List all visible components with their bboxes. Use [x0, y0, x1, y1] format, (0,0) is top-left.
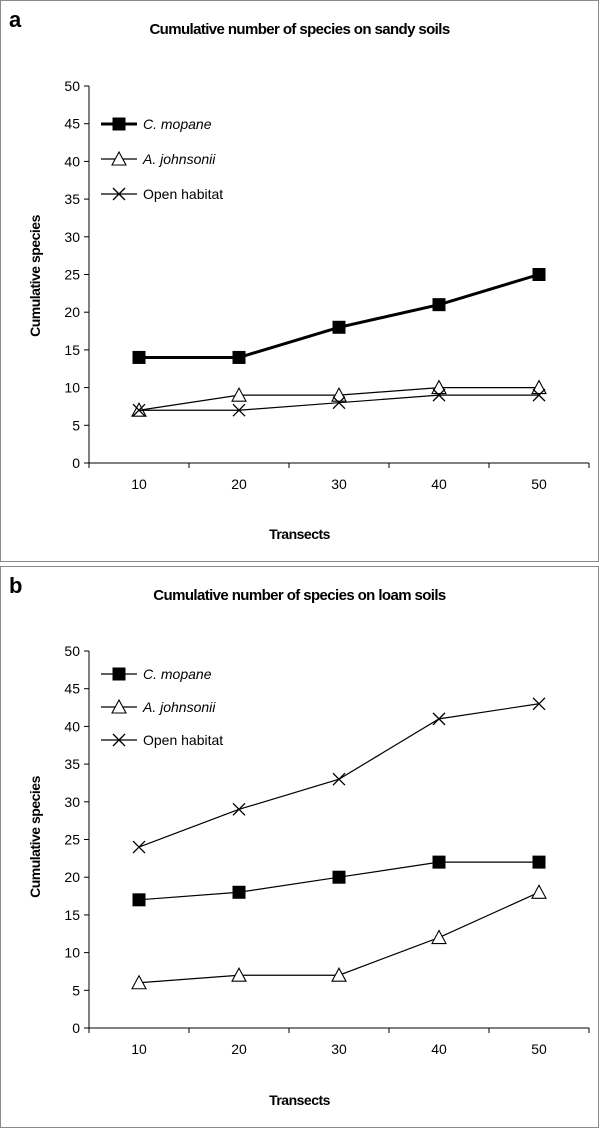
x-tick-label: 20: [231, 476, 247, 492]
legend-label: A. johnsonii: [142, 699, 216, 715]
y-tick-label: 50: [64, 643, 80, 659]
series-line: [139, 273, 540, 359]
data-point: [331, 386, 347, 402]
y-tick-label: 45: [64, 116, 80, 132]
data-point: [331, 967, 347, 982]
y-tick-label: 40: [64, 153, 80, 169]
y-tick-label: 30: [64, 794, 80, 810]
data-point: [532, 697, 546, 711]
data-point: [231, 386, 247, 402]
data-point: [431, 929, 447, 945]
legend-label: Open habitat: [143, 186, 223, 202]
y-tick-label: 5: [72, 982, 80, 998]
data-point: [432, 388, 446, 402]
legend-label: C. mopane: [143, 116, 212, 132]
data-point: [532, 388, 546, 402]
y-tick-label: 15: [64, 907, 80, 923]
x-tick-label: 10: [131, 476, 147, 492]
data-point: [132, 840, 146, 854]
data-point: [132, 350, 146, 364]
y-tick-label: 10: [64, 380, 80, 396]
data-point: [332, 320, 346, 334]
data-point: [232, 802, 246, 816]
x-tick-label: 20: [231, 1041, 247, 1057]
data-point: [232, 403, 246, 417]
data-point: [332, 396, 346, 410]
y-tick-label: 5: [72, 417, 80, 433]
y-tick-label: 10: [64, 945, 80, 961]
panel-label: a: [9, 7, 22, 32]
y-tick-label: 20: [64, 869, 80, 885]
x-axis-title: Transects: [269, 526, 330, 542]
x-tick-label: 40: [431, 476, 447, 492]
legend-label: A. johnsonii: [142, 151, 216, 167]
legend-label: Open habitat: [143, 732, 223, 748]
chart-panel-a: a Cumulative number of species on sandy …: [0, 0, 599, 562]
x-tick-label: 50: [531, 1041, 547, 1057]
legend-marker: [112, 733, 126, 747]
x-tick-label: 50: [531, 476, 547, 492]
legend-marker: [112, 667, 126, 681]
y-tick-label: 35: [64, 191, 80, 207]
data-point: [332, 870, 346, 884]
data-point: [132, 893, 146, 907]
panel-label: b: [9, 573, 23, 598]
data-point: [531, 884, 547, 899]
legend-marker: [111, 698, 127, 714]
y-tick-label: 30: [64, 229, 80, 245]
data-point: [432, 855, 446, 869]
data-point: [532, 268, 546, 281]
legend-marker: [112, 117, 126, 131]
legend-marker: [112, 187, 126, 201]
chart-title: Cumulative number of species on loam soi…: [153, 587, 446, 604]
y-tick-label: 20: [64, 304, 80, 320]
data-point: [432, 298, 446, 312]
series-line: [138, 703, 540, 848]
data-point: [431, 379, 447, 395]
data-point: [232, 885, 246, 899]
x-axis-title: Transects: [269, 1092, 330, 1108]
y-tick-label: 40: [64, 718, 80, 734]
x-tick-label: 10: [131, 1041, 147, 1057]
data-point: [131, 974, 147, 990]
line-chart-plot: 0 5 10 15 20 25 30 35 40 45 50 10 20 30 40 50 C. mopane A…: [64, 643, 590, 1057]
y-tick-label: 15: [64, 342, 80, 358]
legend-label: C. mopane: [143, 666, 212, 682]
y-tick-label: 25: [64, 832, 80, 848]
data-point: [531, 379, 547, 395]
data-point: [132, 403, 146, 417]
data-point: [231, 967, 247, 982]
y-tick-label: 25: [64, 267, 80, 283]
y-tick-label: 45: [64, 681, 80, 697]
x-tick-label: 30: [331, 476, 347, 492]
chart-title: Cumulative number of species on sandy so…: [149, 21, 450, 38]
x-tick-label: 30: [331, 1041, 347, 1057]
data-point: [232, 350, 246, 364]
line-chart-plot: 0 5 10 15 20 25 30 35 40 45 50 10 20 30 40 50 C. mopane A…: [64, 78, 590, 492]
data-point: [532, 855, 546, 869]
y-tick-label: 0: [72, 1020, 80, 1036]
data-point: [432, 712, 446, 726]
chart-panel-b: b Cumulative number of species on loam s…: [0, 566, 599, 1128]
y-tick-label: 35: [64, 756, 80, 772]
legend-marker: [111, 150, 127, 166]
data-point: [332, 772, 346, 786]
y-tick-label: 50: [64, 78, 80, 94]
y-tick-label: 0: [72, 455, 80, 471]
x-tick-label: 40: [431, 1041, 447, 1057]
